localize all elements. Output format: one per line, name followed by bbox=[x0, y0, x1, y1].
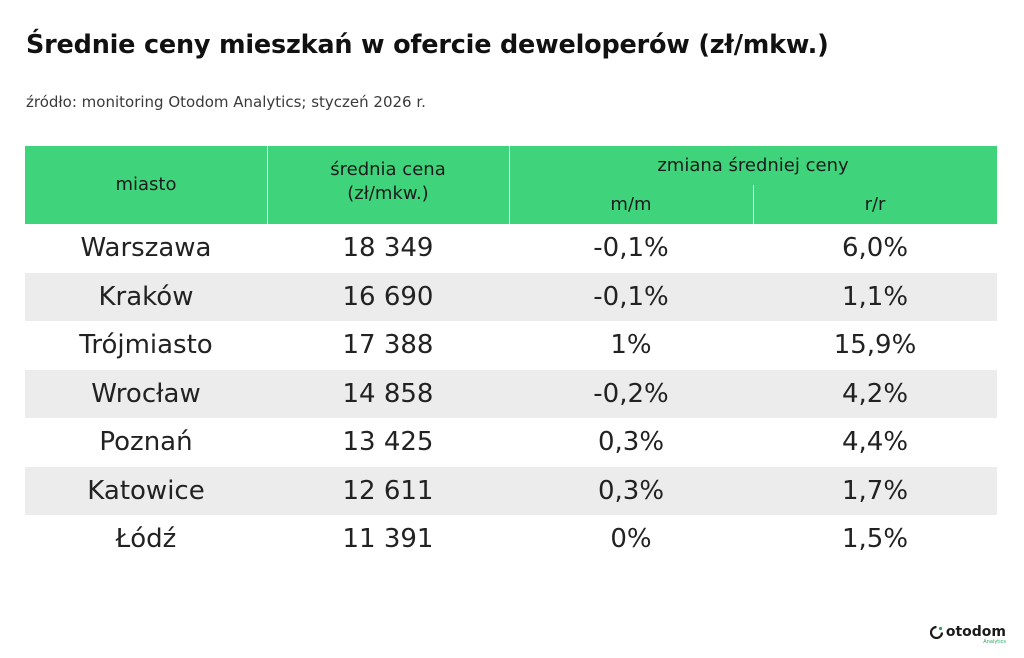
table-row: Katowice 12 611 0,3% 1,7% bbox=[25, 466, 997, 515]
table-row: Warszawa 18 349 -0,1% 6,0% bbox=[25, 224, 997, 273]
cell-price: 11 391 bbox=[342, 524, 434, 555]
cell-change-mm: 0,3% bbox=[597, 475, 665, 506]
cell-city: Kraków bbox=[98, 281, 194, 312]
cell-city: Wrocław bbox=[91, 378, 201, 409]
cell-price: 12 611 bbox=[342, 475, 434, 506]
cell-change-mm: -0,1% bbox=[593, 281, 669, 312]
source-note: źródło: monitoring Otodom Analytics; sty… bbox=[26, 93, 426, 111]
header-divider bbox=[267, 146, 268, 224]
cell-city: Katowice bbox=[87, 475, 205, 506]
logo-text: otodom bbox=[945, 624, 1006, 640]
cell-change-mm: 1% bbox=[610, 330, 652, 361]
page-title: Średnie ceny mieszkań w ofercie dewelope… bbox=[26, 30, 829, 60]
cell-price: 17 388 bbox=[342, 330, 434, 361]
header-average-price-line1: średnia cena bbox=[330, 159, 446, 180]
cell-change-mm: 0,3% bbox=[597, 427, 665, 458]
cell-change-rr: 1,5% bbox=[841, 524, 909, 555]
otodom-logo-icon bbox=[929, 625, 943, 639]
header-divider bbox=[509, 146, 510, 224]
table-header: miasto średnia cena (zł/mkw.) zmiana śre… bbox=[25, 146, 997, 224]
header-city: miasto bbox=[115, 174, 177, 195]
cell-city: Łódź bbox=[115, 524, 177, 555]
cell-change-rr: 4,4% bbox=[841, 427, 909, 458]
cell-change-rr: 15,9% bbox=[833, 330, 917, 361]
cell-change-rr: 1,1% bbox=[841, 281, 909, 312]
cell-price: 18 349 bbox=[342, 233, 434, 264]
table-row: Trójmiasto 17 388 1% 15,9% bbox=[25, 321, 997, 370]
cell-city: Poznań bbox=[99, 427, 193, 458]
cell-price: 13 425 bbox=[342, 427, 434, 458]
header-year-over-year: r/r bbox=[864, 194, 886, 215]
cell-change-rr: 6,0% bbox=[841, 233, 909, 264]
cell-change-rr: 4,2% bbox=[841, 378, 909, 409]
otodom-logo: otodom Analytics bbox=[929, 624, 1006, 645]
cell-price: 16 690 bbox=[342, 281, 434, 312]
cell-price: 14 858 bbox=[342, 378, 434, 409]
table-row: Kraków 16 690 -0,1% 1,1% bbox=[25, 272, 997, 321]
cell-city: Trójmiasto bbox=[79, 330, 213, 361]
cell-change-mm: -0,1% bbox=[593, 233, 669, 264]
header-divider bbox=[753, 185, 754, 224]
cell-city: Warszawa bbox=[80, 233, 212, 264]
cell-change-mm: 0% bbox=[610, 524, 652, 555]
price-table: miasto średnia cena (zł/mkw.) zmiana śre… bbox=[25, 146, 997, 564]
logo-subtext: Analytics bbox=[983, 639, 1006, 645]
header-month-over-month: m/m bbox=[610, 194, 652, 215]
header-average-price-line2: (zł/mkw.) bbox=[347, 183, 429, 204]
table-row: Poznań 13 425 0,3% 4,4% bbox=[25, 418, 997, 467]
header-average-price: średnia cena (zł/mkw.) bbox=[267, 158, 509, 206]
table-row: Wrocław 14 858 -0,2% 4,2% bbox=[25, 369, 997, 418]
header-price-change-group: zmiana średniej ceny bbox=[657, 155, 849, 176]
cell-change-mm: -0,2% bbox=[593, 378, 669, 409]
table-row: Łódź 11 391 0% 1,5% bbox=[25, 515, 997, 564]
cell-change-rr: 1,7% bbox=[841, 475, 909, 506]
